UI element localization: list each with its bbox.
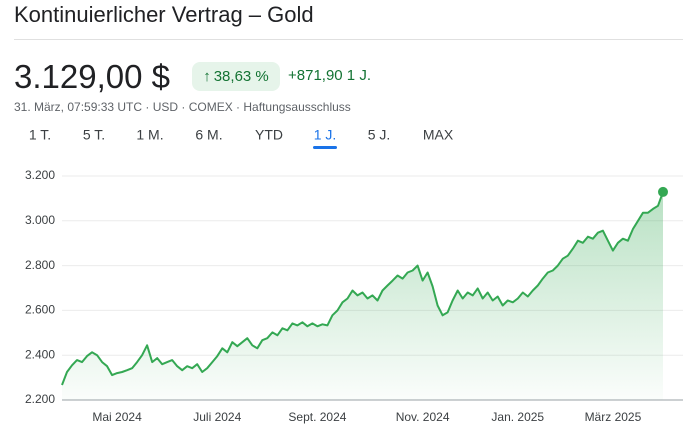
price: 3.129,00 $	[14, 58, 170, 95]
x-tick-label: Jan. 2025	[491, 410, 544, 424]
range-tab[interactable]: 5 T.	[83, 127, 105, 143]
change: +871,90 1 J.	[288, 67, 371, 84]
arrow-icon: ↑	[203, 68, 211, 85]
y-tick-label: 2.200	[25, 392, 55, 406]
x-tick-label: März 2025	[585, 410, 642, 424]
page-title: Kontinuierlicher Vertrag – Gold	[14, 2, 314, 27]
x-tick-label: Juli 2024	[193, 410, 241, 424]
tab-underline	[313, 146, 337, 149]
y-tick-label: 2.400	[25, 347, 55, 361]
change-percent: 38,63 %	[213, 68, 269, 85]
divider	[14, 39, 683, 40]
y-tick-label: 3.000	[25, 213, 55, 227]
area-fill	[62, 191, 663, 400]
last-point	[658, 186, 668, 197]
change-badge: ↑ 38,63 %	[192, 62, 280, 91]
x-tick-label: Mai 2024	[92, 410, 142, 424]
range-tab[interactable]: 6 M.	[195, 127, 222, 143]
range-tab[interactable]: MAX	[423, 127, 454, 143]
details: 31. März, 07:59:33 UTC · USD · COMEX · H…	[14, 100, 351, 114]
y-tick-label: 2.600	[25, 303, 55, 317]
range-tab[interactable]: 1 J.	[314, 127, 337, 143]
range-tab[interactable]: 1 M.	[136, 127, 163, 143]
y-tick-label: 3.200	[25, 168, 55, 182]
range-tab[interactable]: 1 T.	[29, 127, 51, 143]
range-tab[interactable]: 5 J.	[368, 127, 391, 143]
x-tick-label: Sept. 2024	[288, 410, 346, 424]
range-tab[interactable]: YTD	[255, 127, 283, 143]
x-tick-label: Nov. 2024	[396, 410, 450, 424]
price-line	[61, 191, 664, 386]
y-tick-label: 2.800	[25, 258, 55, 272]
